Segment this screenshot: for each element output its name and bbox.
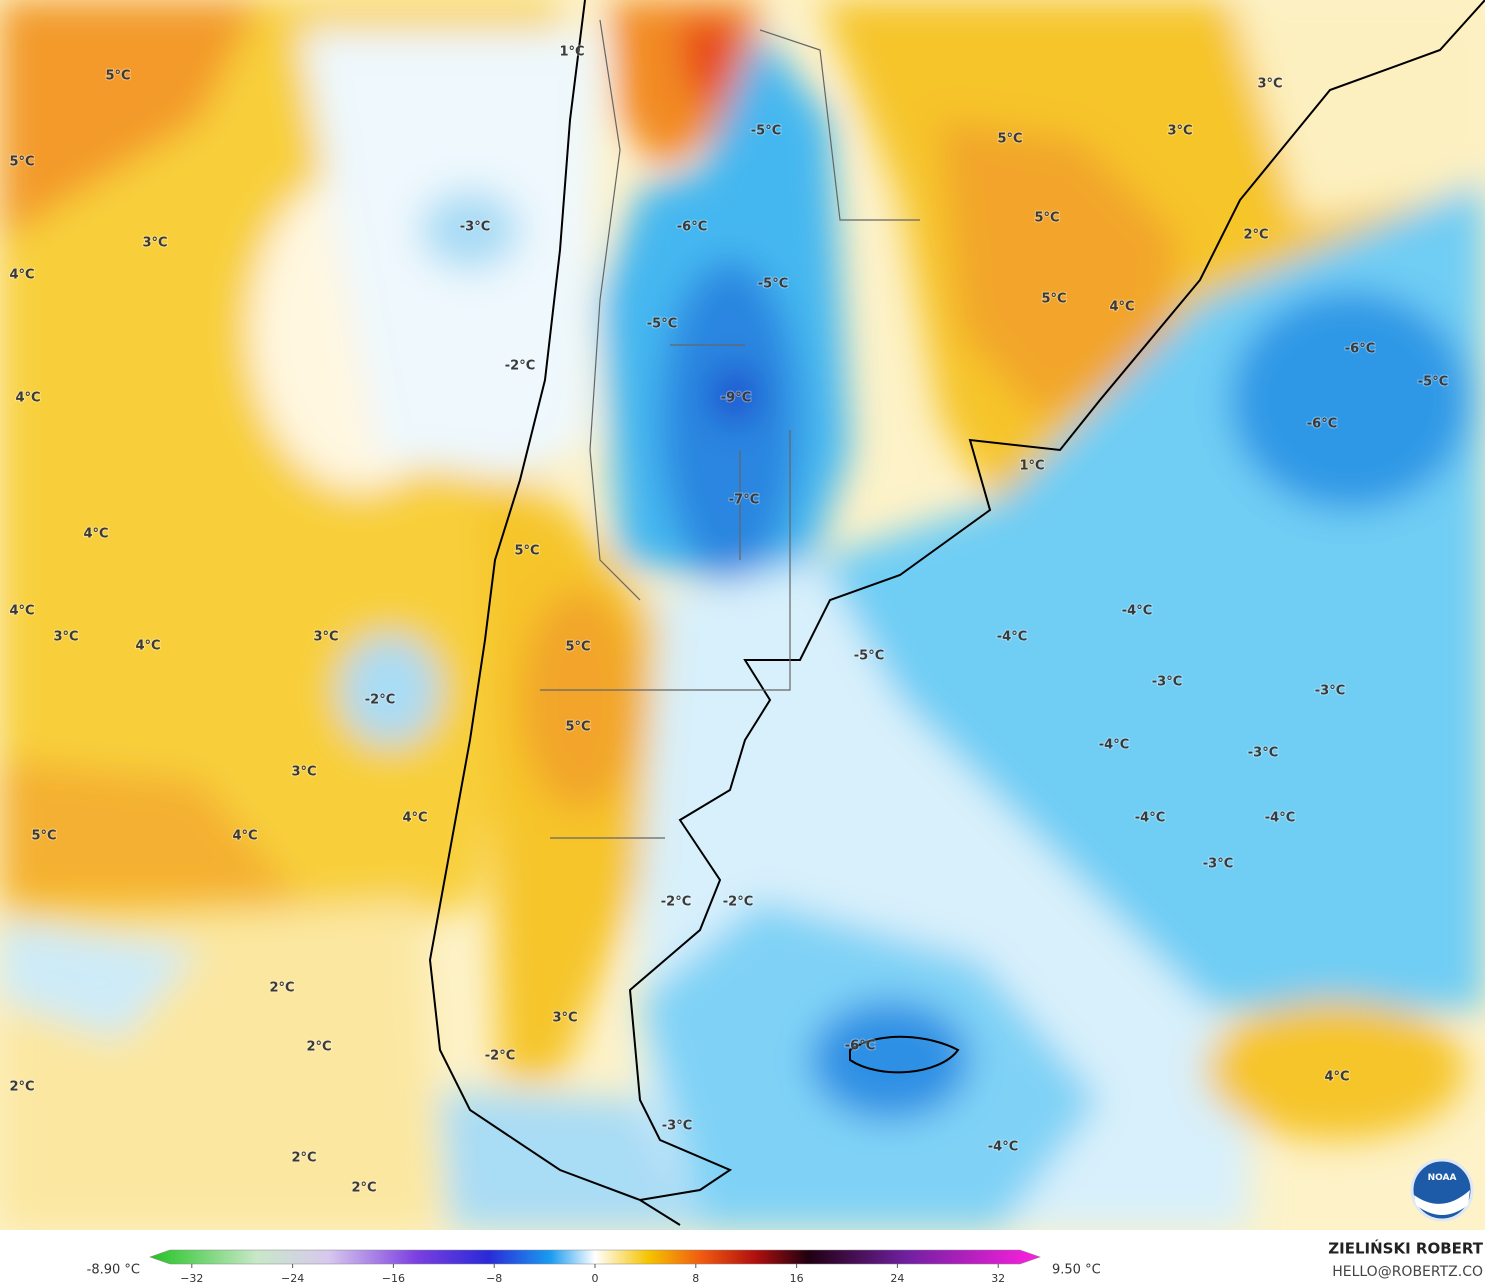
temperature-label: -4°C xyxy=(1135,811,1165,826)
colorbar-min: -8.90 °C xyxy=(87,1263,140,1278)
noaa-logo: NOAA xyxy=(1410,1158,1474,1222)
temperature-label: 2°C xyxy=(351,1181,376,1196)
temperature-label: -5°C xyxy=(854,649,884,664)
credit-contact: HELLO@ROBERTZ.CO xyxy=(1332,1264,1483,1280)
temperature-label: 4°C xyxy=(402,811,427,826)
colorbar-tick-label: −8 xyxy=(486,1272,502,1285)
temperature-label: 1°C xyxy=(1019,459,1044,474)
colorbar xyxy=(149,1249,1041,1265)
temperature-label: -4°C xyxy=(997,630,1027,645)
temperature-label: -7°C xyxy=(729,493,759,508)
colorbar-tick-label: −32 xyxy=(180,1272,203,1285)
temperature-label: -2°C xyxy=(365,693,395,708)
temperature-label: -4°C xyxy=(1265,811,1295,826)
colorbar-max: 9.50 °C xyxy=(1052,1263,1101,1278)
temperature-label: 5°C xyxy=(514,544,539,559)
temperature-label: 4°C xyxy=(1109,300,1134,315)
temperature-label: 4°C xyxy=(83,527,108,542)
temperature-label: 5°C xyxy=(31,829,56,844)
temperature-label: -5°C xyxy=(751,124,781,139)
coastlines xyxy=(428,0,1485,1226)
map-labels: 1°C 5°C 5°C 3°C 4°C 4°C 4°C 4°C 3°C 4°C 3°C -2°C 3°C… xyxy=(8,44,1449,1197)
temperature-label: 4°C xyxy=(9,604,34,619)
temperature-label: -4°C xyxy=(1099,738,1129,753)
temperature-label: -3°C xyxy=(1248,746,1278,761)
temperature-label: -5°C xyxy=(647,317,677,332)
temperature-label: 2°C xyxy=(1243,228,1268,243)
colorbar-tick-label: 8 xyxy=(692,1272,699,1285)
temperature-label: -3°C xyxy=(1152,675,1182,690)
temperature-label: 4°C xyxy=(1324,1070,1349,1085)
temperature-label: -6°C xyxy=(1307,417,1337,432)
colorbar-tick-label: 32 xyxy=(991,1272,1005,1285)
temperature-label: -3°C xyxy=(460,220,490,235)
temperature-label: 5°C xyxy=(1034,211,1059,226)
temperature-label: 3°C xyxy=(1167,124,1192,139)
temperature-label: -4°C xyxy=(1122,604,1152,619)
temperature-label: -2°C xyxy=(485,1049,515,1064)
temperature-label: -2°C xyxy=(661,895,691,910)
colorbar-tick-label: 16 xyxy=(790,1272,804,1285)
temperature-label: -9°C xyxy=(721,391,751,406)
temperature-label: 5°C xyxy=(565,720,590,735)
temperature-label: -6°C xyxy=(1345,342,1375,357)
temperature-label: -6°C xyxy=(677,220,707,235)
colorbar-tick-label: 24 xyxy=(890,1272,904,1285)
colorbar-tick-label: −16 xyxy=(382,1272,405,1285)
svg-text:NOAA: NOAA xyxy=(1428,1173,1457,1183)
temperature-label: 2°C xyxy=(269,981,294,996)
temperature-label: 4°C xyxy=(15,391,40,406)
temperature-label: 5°C xyxy=(105,69,130,84)
temperature-label: -5°C xyxy=(1418,375,1448,390)
colorbar-tick-label: 0 xyxy=(592,1272,599,1285)
temperature-label: 3°C xyxy=(552,1011,577,1026)
temperature-label: -2°C xyxy=(723,895,753,910)
temperature-label: 5°C xyxy=(1041,292,1066,307)
temperature-label: 3°C xyxy=(142,236,167,251)
temperature-label: 3°C xyxy=(291,765,316,780)
temperature-label: -3°C xyxy=(1315,684,1345,699)
temperature-label: -5°C xyxy=(758,277,788,292)
temperature-label: 2°C xyxy=(9,1080,34,1095)
temperature-label: 2°C xyxy=(291,1151,316,1166)
colorbar-ticks: −32 −24 −16 −8 0 8 16 24 32 xyxy=(180,1264,1005,1285)
temperature-field xyxy=(0,0,1485,1230)
temperature-label: -3°C xyxy=(1203,857,1233,872)
colorbar-tick-label: −24 xyxy=(281,1272,304,1285)
temperature-label: 5°C xyxy=(565,640,590,655)
temperature-label: -4°C xyxy=(988,1140,1018,1155)
temperature-label: -2°C xyxy=(505,359,535,374)
temperature-label: 3°C xyxy=(53,630,78,645)
temperature-label: 4°C xyxy=(9,268,34,283)
temperature-label: -6°C xyxy=(845,1039,875,1054)
temperature-label: 1°C xyxy=(559,45,584,60)
temperature-label: 4°C xyxy=(135,639,160,654)
temperature-label: -3°C xyxy=(662,1119,692,1134)
temperature-label: 3°C xyxy=(1257,77,1282,92)
temperature-label: 5°C xyxy=(997,132,1022,147)
credit-name: ZIELIŃSKI ROBERT xyxy=(1328,1239,1483,1258)
temperature-label: 2°C xyxy=(306,1040,331,1055)
temperature-label: 3°C xyxy=(313,630,338,645)
temperature-label: 4°C xyxy=(232,829,257,844)
borders xyxy=(540,19,920,839)
temperature-label: 5°C xyxy=(9,155,34,170)
